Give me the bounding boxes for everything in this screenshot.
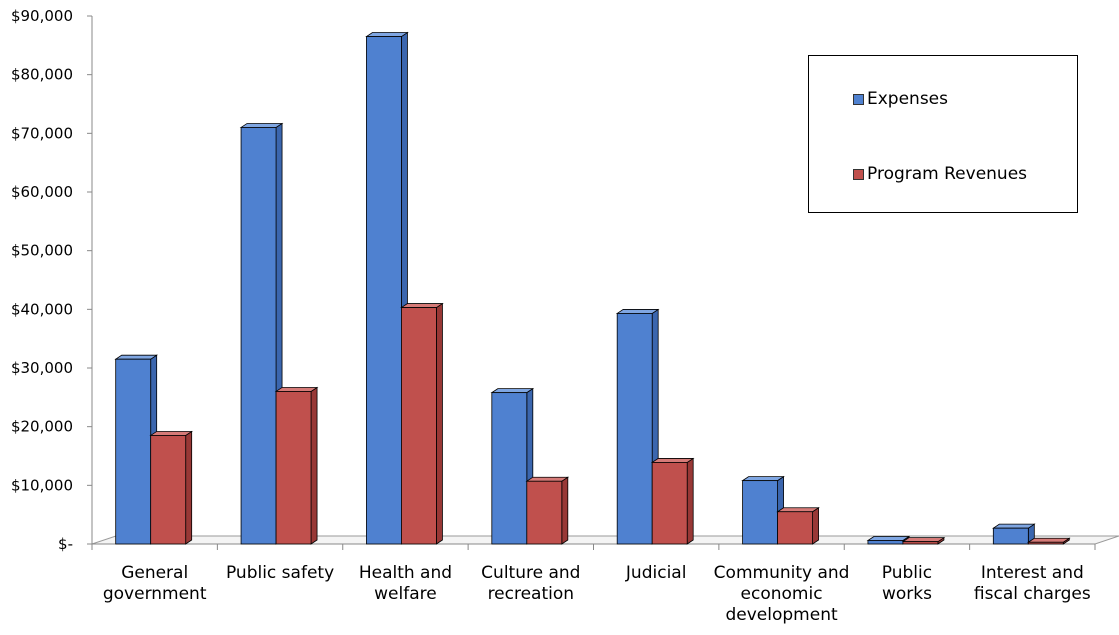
x-category-label: Community and (714, 563, 850, 583)
x-category-label: Interest and (981, 563, 1084, 583)
bar-expenses (240, 127, 277, 545)
x-category-label: recreation (488, 584, 574, 604)
x-category-label: works (882, 584, 932, 604)
legend-item-program-revenues: Program Revenues (853, 164, 1027, 184)
bar-program-revenues-top (1026, 537, 1071, 543)
x-category-label: welfare (374, 584, 437, 604)
bar-program-revenues-top (776, 507, 820, 513)
bar-program-revenues-side (436, 302, 443, 545)
bar-program-revenues (651, 462, 688, 545)
x-category-label: General (121, 563, 188, 583)
bar-expenses (616, 313, 653, 545)
bar-program-revenues-top (400, 303, 444, 308)
bar-program-revenues (777, 511, 813, 545)
x-category-label: Culture and (481, 563, 580, 583)
y-tick-label: $90,000 (11, 7, 73, 25)
x-category-label: development (725, 605, 837, 625)
bar-expenses (742, 480, 778, 545)
x-category-label: Public safety (226, 563, 334, 583)
bar-program-revenues (526, 480, 563, 545)
x-category-label: economic (741, 584, 823, 604)
bar-program-revenues-side (185, 430, 193, 545)
bar-expenses-top (991, 523, 1036, 529)
y-tick-label: $20,000 (11, 418, 73, 436)
bar-program-revenues-top (525, 476, 570, 482)
bar-program-revenues-side (310, 386, 318, 545)
bar-expenses (992, 527, 1029, 545)
bar-expenses-top (114, 354, 159, 360)
legend: Expenses Program Revenues (808, 55, 1078, 213)
y-tick-label: $- (58, 535, 73, 553)
bar-program-revenues (275, 391, 312, 545)
bar-expenses (867, 540, 904, 545)
x-category-label: Public (882, 563, 932, 583)
bar-program-revenues-top (901, 537, 946, 543)
bar-program-revenues-top (650, 458, 695, 463)
bar-program-revenues-side (561, 476, 569, 545)
bar-program-revenues (401, 307, 437, 545)
bar-expenses-top (490, 388, 535, 394)
bar-expenses-top (239, 123, 284, 128)
bar-expenses-top (741, 476, 785, 482)
bar-program-revenues-top (149, 431, 194, 436)
legend-label-expenses: Expenses (867, 89, 948, 109)
bar-expenses-top (615, 309, 660, 314)
bar-program-revenues-side (812, 506, 819, 545)
y-tick-label: $30,000 (11, 359, 73, 377)
legend-swatch-expenses (853, 93, 864, 105)
y-tick-label: $40,000 (11, 300, 73, 318)
x-category-label: fiscal charges (974, 584, 1091, 604)
bar-expenses-top (866, 536, 911, 541)
bar-program-revenues (902, 541, 939, 545)
x-category-label: Health and (359, 563, 452, 583)
y-tick-label: $50,000 (11, 242, 73, 260)
bar-program-revenues (150, 435, 187, 545)
legend-label-program-revenues: Program Revenues (867, 164, 1028, 184)
x-category-label: Judicial (625, 563, 687, 583)
legend-swatch-program-revenues (853, 168, 864, 180)
bar-program-revenues (1027, 541, 1064, 545)
bar-expenses (366, 36, 402, 545)
bar-program-revenues-side (686, 457, 694, 545)
bar-expenses (115, 358, 152, 545)
bar-expenses (491, 392, 528, 545)
legend-item-expenses: Expenses (853, 89, 948, 109)
y-tick-label: $70,000 (11, 124, 73, 142)
bar-expenses-top (365, 32, 409, 37)
y-tick-label: $80,000 (11, 66, 73, 84)
x-category-label: government (103, 584, 207, 604)
bar-program-revenues-top (274, 387, 319, 392)
y-tick-label: $10,000 (11, 476, 73, 494)
y-tick-label: $60,000 (11, 183, 73, 201)
